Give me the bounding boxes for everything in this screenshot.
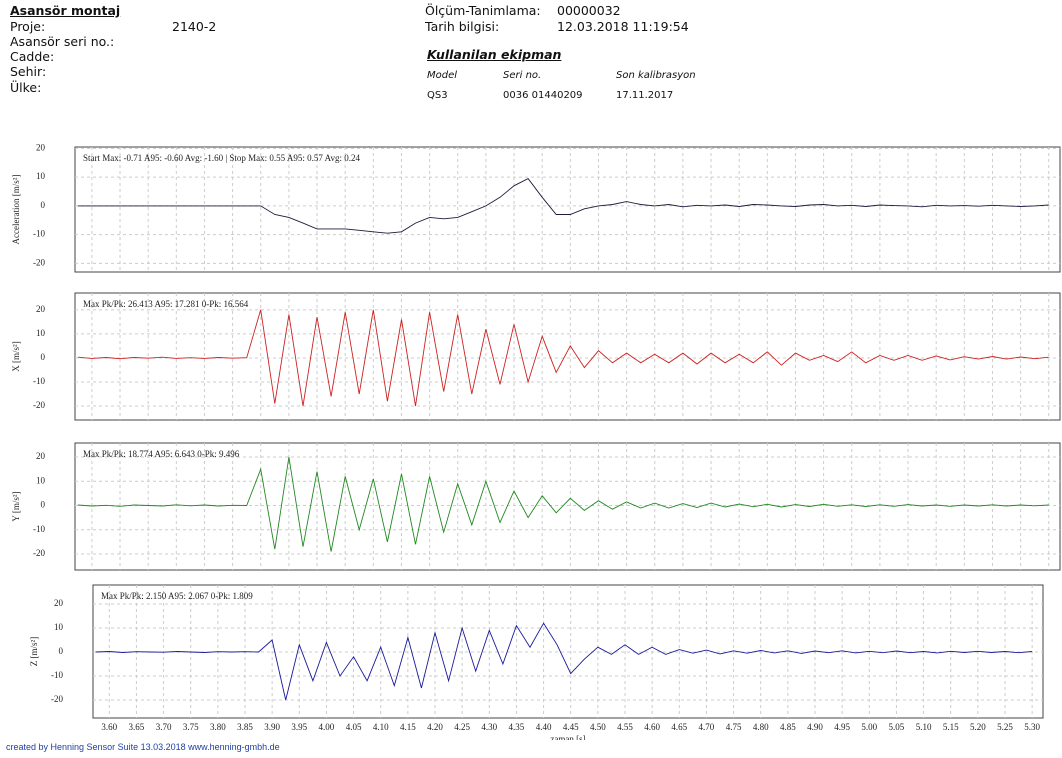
table-cell: 0036 01440209 xyxy=(503,90,583,101)
table-cell: QS3 xyxy=(427,90,448,101)
y-tick-label: 0 xyxy=(41,352,46,362)
x-tick-label: 4.95 xyxy=(834,722,850,732)
signal-line xyxy=(77,178,1049,234)
x-tick-label: 5.20 xyxy=(970,722,986,732)
charts: -20 -10 0 10 20 Acceleration [m/s²] Start Max:… xyxy=(11,142,1061,740)
x-tick-label: 5.10 xyxy=(916,722,932,732)
x-tick-label: 3.70 xyxy=(156,722,172,732)
x-tick-label: 4.50 xyxy=(590,722,606,732)
x-tick-label: 4.05 xyxy=(346,722,362,732)
x-tick-label: 4.60 xyxy=(644,722,660,732)
x-tick-label: 4.20 xyxy=(427,722,443,732)
x-tick-label: 3.60 xyxy=(101,722,117,732)
x-tick-label: 4.80 xyxy=(753,722,769,732)
x-axis-label: zaman [s] xyxy=(550,734,585,740)
y-tick-label: 10 xyxy=(36,328,46,338)
plot-area xyxy=(74,146,1061,273)
x-tick-label: 4.55 xyxy=(617,722,633,732)
x-tick-label: 3.95 xyxy=(291,722,307,732)
y-tick-label: 10 xyxy=(54,622,64,632)
y-tick-label: -20 xyxy=(33,257,45,267)
y-axis-label: X [m/s²] xyxy=(11,341,21,371)
x-tick-label: 5.05 xyxy=(889,722,905,732)
annotation: Start Max: -0.71 A95: -0.60 Avg: -1.60 |… xyxy=(83,153,360,163)
y-tick-label: 20 xyxy=(36,142,46,152)
x-tick-label: 4.25 xyxy=(454,722,470,732)
y-tick-label: -10 xyxy=(33,524,45,534)
y-tick-label: 10 xyxy=(36,475,46,485)
table-cell: 17.11.2017 xyxy=(616,90,674,101)
y-axis-label: Y [m/s²] xyxy=(11,491,21,521)
y-tick-label: -10 xyxy=(51,670,63,680)
field-label: Tarih bilgisi: xyxy=(425,19,500,34)
y-axis-label: Acceleration [m/s²] xyxy=(11,175,21,245)
plot-area xyxy=(74,442,1061,571)
x-tick-label: 5.15 xyxy=(943,722,959,732)
x-tick-label: 4.15 xyxy=(400,722,416,732)
field-label: Cadde: xyxy=(10,49,55,64)
field-label: Ülke: xyxy=(10,80,42,95)
x-tick-label: 4.90 xyxy=(807,722,823,732)
x-tick-label: 4.75 xyxy=(726,722,742,732)
y-tick-label: -20 xyxy=(33,548,45,558)
x-tick-label: 4.45 xyxy=(563,722,579,732)
x-tick-label: 3.90 xyxy=(264,722,280,732)
y-tick-label: 10 xyxy=(36,171,46,181)
x-tick-label: 4.85 xyxy=(780,722,796,732)
field-label: Sehir: xyxy=(10,64,47,79)
signal-line xyxy=(95,622,1033,701)
x-tick-label: 3.75 xyxy=(183,722,199,732)
signal-line xyxy=(77,309,1049,407)
plot-area xyxy=(74,292,1061,421)
field-label: Asansör seri no.: xyxy=(10,34,115,49)
section-title: Kullanilan ekipman xyxy=(427,47,562,62)
x-tick-label: 5.30 xyxy=(1024,722,1040,732)
x-tick-label: 5.25 xyxy=(997,722,1013,732)
y-axis-label: Z [m/s²] xyxy=(29,637,39,666)
y-tick-label: 20 xyxy=(36,304,46,314)
x-tick-label: 3.80 xyxy=(210,722,226,732)
x-tick-label: 4.10 xyxy=(373,722,389,732)
annotation: Max Pk/Pk: 26.413 A95: 17.281 0-Pk: 16.5… xyxy=(83,299,249,309)
x-tick-label: 4.00 xyxy=(319,722,335,732)
signal-line xyxy=(77,457,1049,552)
report-title: Asansör montaj xyxy=(10,3,121,18)
field-value: 12.03.2018 11:19:54 xyxy=(557,19,689,34)
y-tick-label: 20 xyxy=(54,598,64,608)
field-value: 00000032 xyxy=(557,3,621,18)
y-tick-label: -20 xyxy=(51,694,63,704)
x-tick-label: 4.65 xyxy=(671,722,687,732)
footer: created by Henning Sensor Suite 13.03.20… xyxy=(6,742,280,752)
y-tick-label: 0 xyxy=(59,646,64,656)
x-tick-label: 3.65 xyxy=(129,722,145,732)
x-tick-label: 4.30 xyxy=(481,722,497,732)
x-tick-label: 4.70 xyxy=(699,722,715,732)
y-tick-label: 0 xyxy=(41,500,46,510)
y-tick-label: -10 xyxy=(33,229,45,239)
x-tick-label: 4.35 xyxy=(509,722,525,732)
annotation: Max Pk/Pk: 18.774 A95: 6.643 0-Pk: 9.496 xyxy=(83,449,240,459)
x-tick-label: 5.00 xyxy=(861,722,877,732)
y-tick-label: -20 xyxy=(33,400,45,410)
annotation: Max Pk/Pk: 2.150 A95: 2.067 0-Pk: 1.809 xyxy=(101,591,253,601)
y-tick-label: 20 xyxy=(36,451,46,461)
x-tick-label: 4.40 xyxy=(536,722,552,732)
column-header: Model xyxy=(427,70,458,81)
y-tick-label: 0 xyxy=(41,200,46,210)
field-label: Ölçüm-Tanimlama: xyxy=(425,3,541,18)
column-header: Seri no. xyxy=(503,70,542,81)
y-tick-label: -10 xyxy=(33,376,45,386)
field-value: 2140-2 xyxy=(172,19,217,34)
column-header: Son kalibrasyon xyxy=(616,70,696,81)
x-tick-label: 3.85 xyxy=(237,722,253,732)
field-label: Proje: xyxy=(10,19,46,34)
